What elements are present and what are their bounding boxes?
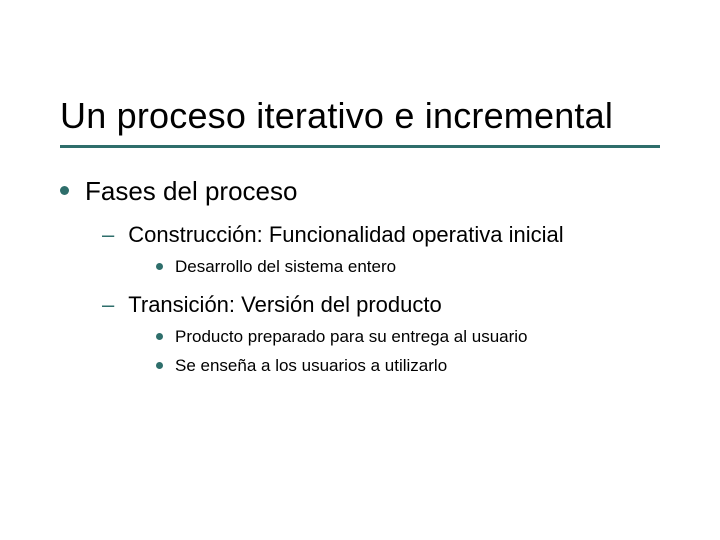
slide-title: Un proceso iterativo e incremental [60, 95, 613, 137]
bullet-icon [156, 362, 163, 369]
list-item: Se enseña a los usuarios a utilizarlo [156, 355, 660, 376]
list-item-label: Se enseña a los usuarios a utilizarlo [175, 355, 447, 376]
bullet-icon [156, 263, 163, 270]
list-item: – Transición: Versión del producto [102, 291, 660, 318]
bullet-icon [60, 186, 69, 195]
list-item-label: Fases del proceso [85, 176, 297, 207]
slide-body: Fases del proceso – Construcción: Funcio… [60, 170, 660, 376]
list-item-label: Transición: Versión del producto [128, 291, 441, 318]
list-item: Fases del proceso [60, 176, 660, 207]
list-item-label: Construcción: Funcionalidad operativa in… [128, 221, 563, 248]
list-item: Desarrollo del sistema entero [156, 256, 660, 277]
bullet-icon [156, 333, 163, 340]
list-item-label: Desarrollo del sistema entero [175, 256, 396, 277]
title-underline [60, 145, 660, 148]
dash-icon: – [102, 291, 114, 318]
list-item: Producto preparado para su entrega al us… [156, 326, 660, 347]
slide: Un proceso iterativo e incremental Fases… [0, 0, 720, 540]
list-item-label: Producto preparado para su entrega al us… [175, 326, 528, 347]
dash-icon: – [102, 221, 114, 248]
list-item: – Construcción: Funcionalidad operativa … [102, 221, 660, 248]
